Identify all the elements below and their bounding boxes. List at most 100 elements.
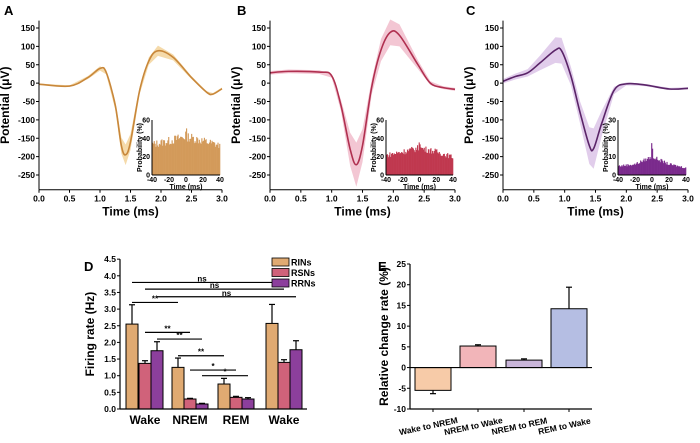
histogram-bar: [394, 154, 396, 175]
histogram-bar: [452, 158, 454, 175]
legend-label: RSNs: [291, 268, 315, 278]
histogram-bar: [442, 154, 445, 175]
histogram-bar: [654, 159, 656, 175]
inset-x-tick-label: -40: [147, 177, 157, 184]
y-tick-label: -5: [398, 383, 406, 393]
histogram-bar: [427, 152, 429, 175]
y-tick-label: 150: [21, 23, 35, 33]
histogram-bar: [437, 153, 440, 175]
histogram-bar: [406, 153, 408, 175]
waveform-line: [269, 30, 456, 166]
y-tick-label: 100: [485, 41, 499, 51]
histogram-bar: [177, 134, 179, 175]
histogram-bar: [405, 151, 407, 175]
histogram-bar: [176, 136, 178, 175]
histogram-bar: [418, 142, 420, 175]
y-tick-label: -10: [394, 404, 407, 414]
histogram-bar: [195, 142, 197, 175]
histogram-bar: [425, 146, 427, 175]
histogram-bar: [185, 131, 187, 175]
histogram-bar: [386, 154, 388, 175]
histogram-bar: [417, 150, 419, 175]
histogram-bar: [174, 135, 176, 175]
panel-label-d: D: [84, 259, 93, 274]
histogram-bar: [403, 149, 405, 175]
histogram-bar: [390, 156, 392, 175]
histogram-bar: [666, 161, 668, 175]
x-axis-label: Time (ms): [102, 205, 158, 219]
histogram-bar: [428, 153, 430, 175]
histogram-bar: [174, 135, 177, 175]
histogram-bar: [643, 158, 645, 175]
histogram-bar: [399, 153, 401, 175]
histogram-bar: [637, 163, 639, 175]
histogram-bar: [191, 133, 193, 175]
histogram-bar: [620, 166, 622, 175]
histogram-bar: [663, 160, 666, 175]
inset-x-tick-label: 40: [449, 177, 457, 184]
y-tick-label: -50: [254, 97, 267, 107]
histogram-bar: [401, 152, 403, 175]
histogram-bar: [621, 165, 623, 175]
histogram-bar: [395, 153, 397, 175]
y-tick-label: 100: [21, 41, 35, 51]
significance-label: **: [164, 324, 171, 333]
histogram-bar: [420, 147, 422, 175]
x-tick-label: 2.5: [651, 194, 663, 204]
y-tick-label: 0: [494, 78, 499, 88]
histogram-bar: [673, 164, 675, 175]
legend-swatch: [271, 278, 290, 288]
histogram-bar: [438, 151, 440, 175]
bar-rins: [217, 383, 231, 410]
x-tick-label: 1.5: [590, 194, 602, 204]
histogram-bar: [160, 140, 162, 175]
histogram-bar: [629, 165, 631, 175]
inset-histogram: 0 20 40 60 -40 -20 0 20 40 Time (ms) Probability (…: [137, 118, 224, 192]
histogram-bar: [424, 151, 426, 175]
histogram-bar: [189, 138, 191, 175]
histogram-bar: [169, 143, 171, 175]
histogram-bar: [649, 156, 651, 175]
x-axis-label: Time (ms): [567, 205, 623, 219]
bar: [414, 367, 452, 391]
bar-rrns: [289, 349, 303, 410]
sem-band: [503, 37, 688, 169]
y-tick-label: -100: [18, 115, 35, 125]
histogram-bar: [448, 154, 450, 175]
histogram-bar: [432, 150, 434, 175]
y-tick-label: -150: [249, 133, 266, 143]
inset-x-tick-label: 0: [650, 177, 654, 184]
histogram-bar: [419, 144, 421, 175]
inset-x-tick-label: -40: [381, 177, 391, 184]
y-tick-label: -200: [249, 152, 266, 162]
y-tick-label: 50: [490, 60, 500, 70]
bar-rsns: [277, 361, 291, 410]
histogram-bar: [421, 148, 423, 175]
bar-rins: [171, 366, 185, 410]
histogram-bar: [171, 140, 173, 175]
y-tick-label: 3.5: [104, 287, 116, 297]
histogram-bar: [163, 140, 165, 175]
histogram-bar: [680, 167, 682, 175]
histogram-bar: [440, 155, 442, 175]
histogram-bar: [217, 142, 219, 175]
histogram-bar: [646, 158, 649, 175]
y-tick-label: 50: [26, 60, 36, 70]
histogram-bar: [640, 161, 643, 175]
histogram-bar: [668, 164, 670, 175]
histogram-bar: [211, 140, 213, 175]
histogram-bar: [152, 142, 154, 175]
histogram-bar: [655, 158, 657, 175]
histogram-bar: [183, 138, 185, 175]
histogram-bar: [641, 162, 643, 175]
inset-y-tick-label: 10: [608, 154, 616, 161]
histogram-bar: [445, 157, 447, 175]
x-axis-label: Time (ms): [334, 205, 390, 219]
inset-y-tick-label: 60: [142, 118, 150, 125]
histogram-bar: [397, 152, 399, 175]
x-tick-label: REM: [223, 413, 250, 427]
histogram-bar: [409, 148, 411, 175]
histogram-bar: [669, 163, 671, 175]
bar: [459, 345, 497, 369]
inset-x-tick-label: -20: [398, 177, 408, 184]
